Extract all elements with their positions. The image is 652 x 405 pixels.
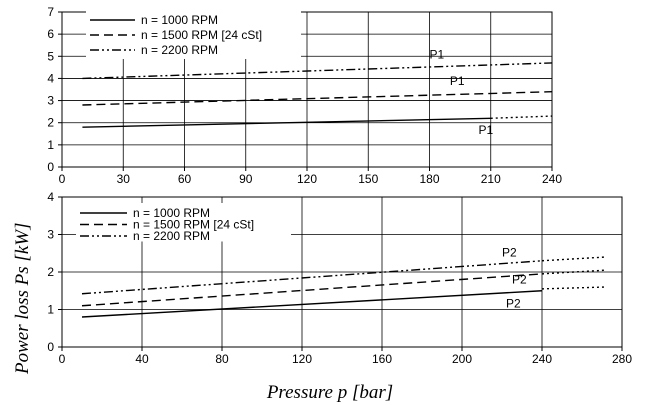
y-axis-label: Power loss Ps [kW]: [12, 223, 33, 375]
y-tick-label: 4: [47, 190, 54, 204]
x-tick-label: 60: [178, 172, 192, 186]
x-tick-label: 240: [542, 172, 562, 186]
x-tick-label: 160: [372, 352, 392, 366]
y-tick-label: 1: [47, 138, 54, 152]
legend-background: [76, 203, 291, 242]
legend-entry: n = 1000 RPM: [141, 13, 218, 27]
x-tick-label: 280: [612, 352, 632, 366]
curve-annotation: P2: [506, 297, 521, 311]
extension-line: [541, 286, 607, 290]
series-line: [82, 91, 553, 106]
y-tick-label: 5: [47, 49, 54, 63]
y-tick-label: 7: [47, 5, 54, 19]
extension-line: [541, 256, 607, 262]
y-tick-label: 6: [47, 27, 54, 41]
x-tick-label: 180: [419, 172, 439, 186]
series-line: [81, 260, 543, 295]
legend-entry: n = 1500 RPM [24 cSt]: [141, 28, 262, 42]
curve-annotation: P1: [450, 74, 465, 88]
x-tick-label: 40: [135, 352, 149, 366]
y-tick-label: 0: [47, 340, 54, 354]
x-tick-label: 0: [59, 352, 66, 366]
x-tick-label: 120: [292, 352, 312, 366]
x-axis-label: Pressure p [bar]: [266, 382, 393, 403]
curve-annotation: P2: [512, 272, 527, 286]
top-chart-panel: 0 1 2 3 4 5 6 7 0 30 60 90 120 150 180 210 240 n = 1000 R…: [47, 5, 562, 186]
plot-frame: [61, 196, 623, 348]
x-tick-label: 200: [452, 352, 472, 366]
y-tick-label: 4: [47, 71, 54, 85]
x-tick-label: 80: [215, 352, 229, 366]
curve-annotation: P2: [502, 245, 517, 259]
x-tick-label: 90: [239, 172, 253, 186]
series-line: [82, 62, 553, 80]
y-tick-label: 3: [47, 228, 54, 242]
x-tick-label: 30: [117, 172, 131, 186]
y-tick-label: 2: [47, 116, 54, 130]
series-line: [81, 290, 543, 318]
x-tick-label: 240: [532, 352, 552, 366]
y-tick-label: 2: [47, 265, 54, 279]
legend-entry: n = 2200 RPM: [133, 229, 210, 243]
extension-line: [541, 269, 607, 275]
extension-line: [490, 115, 553, 119]
x-tick-label: 150: [358, 172, 378, 186]
legend-entry: n = 1000 RPM: [133, 206, 210, 220]
y-tick-label: 1: [47, 303, 54, 317]
y-tick-label: 0: [47, 160, 54, 174]
curve-annotation: P1: [479, 123, 494, 137]
x-tick-label: 210: [481, 172, 501, 186]
legend-entry: n = 1500 RPM [24 cSt]: [133, 218, 254, 232]
x-tick-label: 120: [297, 172, 317, 186]
legend-entry: n = 2200 RPM: [141, 43, 218, 57]
plot-frame: [61, 11, 553, 168]
x-tick-label: 0: [59, 172, 66, 186]
series-line: [82, 117, 491, 128]
curve-annotation: P1: [430, 48, 445, 62]
y-tick-label: 3: [47, 94, 54, 108]
series-line: [81, 273, 543, 307]
